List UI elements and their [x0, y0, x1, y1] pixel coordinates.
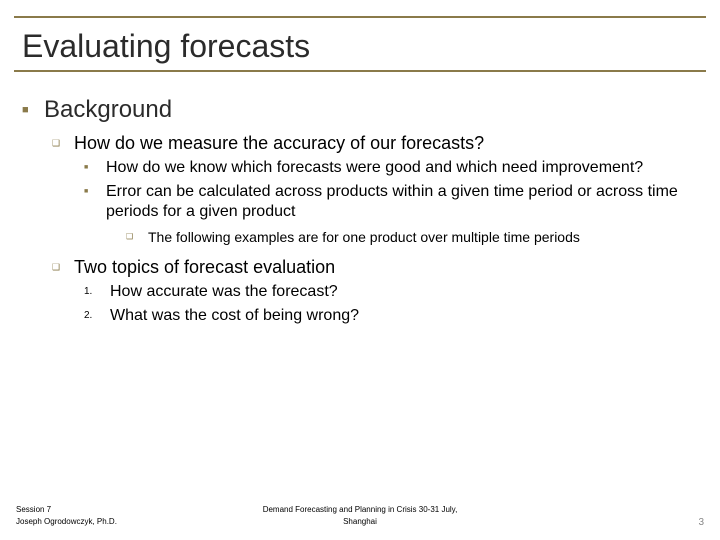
content-area: ■ Background ❑ How do we measure the acc…: [22, 96, 698, 326]
numbered-item: 1. How accurate was the forecast?: [84, 282, 698, 302]
square-bullet-icon: ■: [84, 158, 106, 178]
lvl4-text: The following examples are for one produ…: [148, 228, 580, 246]
numbered-item: 2. What was the cost of being wrong?: [84, 306, 698, 326]
page-number: 3: [698, 517, 704, 528]
list-item: ❑ The following examples are for one pro…: [126, 228, 698, 246]
title-underline: [14, 70, 706, 72]
hollow-square-icon: ❑: [52, 132, 74, 154]
lvl2-text: Two topics of forecast evaluation: [74, 256, 335, 278]
footer-center-top: Demand Forecasting and Planning in Crisi…: [16, 504, 704, 516]
lvl3-text: Error can be calculated across products …: [106, 182, 698, 222]
list-item: ❑ How do we measure the accuracy of our …: [52, 132, 698, 154]
list-item: ■ Background: [22, 96, 698, 124]
number-label: 2.: [84, 306, 110, 326]
title-top-rule: [14, 16, 706, 18]
square-bullet-icon: ■: [84, 182, 106, 222]
number-label: 1.: [84, 282, 110, 302]
hollow-square-icon: ❑: [126, 228, 148, 246]
footer-center: Demand Forecasting and Planning in Crisi…: [16, 504, 704, 528]
numbered-text: What was the cost of being wrong?: [110, 306, 359, 326]
list-item: ■ How do we know which forecasts were go…: [84, 158, 698, 178]
numbered-text: How accurate was the forecast?: [110, 282, 338, 302]
lvl2-text: How do we measure the accuracy of our fo…: [74, 132, 484, 154]
list-item: ■ Error can be calculated across product…: [84, 182, 698, 222]
lvl1-heading: Background: [44, 96, 172, 124]
list-item: ❑ Two topics of forecast evaluation: [52, 256, 698, 278]
footer-center-bottom: Shanghai: [16, 516, 704, 528]
hollow-square-icon: ❑: [52, 256, 74, 278]
slide-title: Evaluating forecasts: [22, 28, 310, 65]
square-bullet-icon: ■: [22, 96, 44, 124]
lvl3-text: How do we know which forecasts were good…: [106, 158, 643, 178]
